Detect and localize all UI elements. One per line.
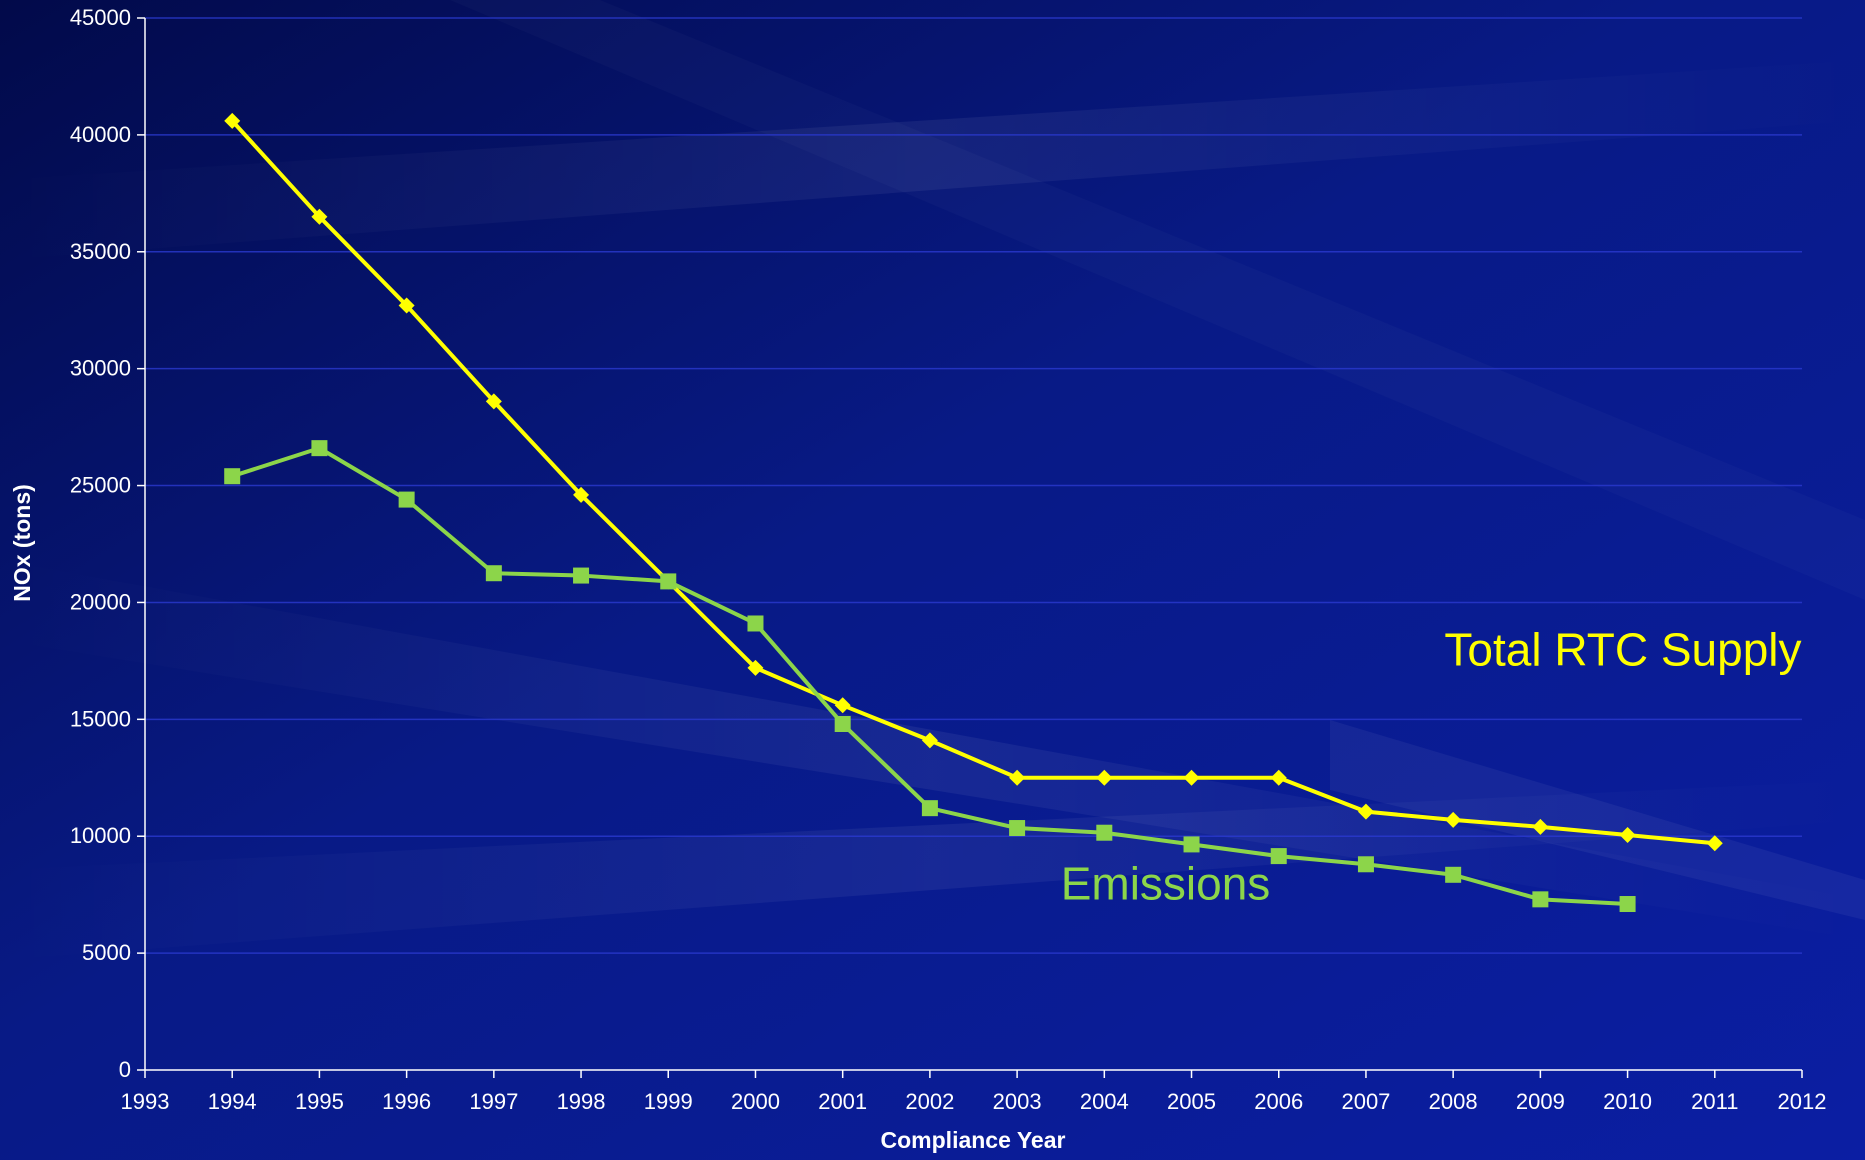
x-tick-label: 2008	[1429, 1089, 1478, 1114]
emissions-point	[747, 615, 764, 632]
total-rtc-supply-point	[1445, 811, 1462, 828]
emissions-point	[573, 567, 590, 584]
y-tick-label: 25000	[70, 473, 131, 498]
y-tick-label: 0	[119, 1057, 131, 1082]
x-tick-label: 2011	[1691, 1089, 1738, 1114]
x-tick-label: 1998	[557, 1089, 606, 1114]
y-axis-title: NOx (tons)	[9, 484, 35, 602]
x-tick-label: 2010	[1603, 1089, 1652, 1114]
x-tick-label: 1995	[295, 1089, 344, 1114]
total-rtc-supply-point	[573, 486, 590, 503]
emissions-point	[1009, 820, 1026, 837]
total-rtc-supply-point	[485, 393, 502, 410]
emissions-point	[1532, 891, 1549, 908]
grid-lines	[145, 17, 1802, 954]
y-tick-label: 15000	[70, 706, 131, 731]
annotations: Total RTC Supply Emissions	[1061, 624, 1802, 910]
total-rtc-supply-point	[1096, 769, 1113, 786]
x-tick-label: 2006	[1254, 1089, 1303, 1114]
total-rtc-supply-point	[921, 732, 938, 749]
x-tick-label: 2012	[1778, 1089, 1827, 1114]
x-tick-label: 1993	[121, 1089, 170, 1114]
axes	[137, 17, 1803, 1078]
y-tick-labels: 0 5000 10000 15000 20000 25000 30000 35000 40000…	[70, 5, 131, 1082]
x-axis-title: Compliance Year	[881, 1127, 1066, 1153]
emissions-point	[1270, 848, 1287, 865]
x-tick-label: 1997	[469, 1089, 518, 1114]
emissions-point	[1445, 866, 1462, 883]
emissions-point	[1619, 896, 1636, 913]
emissions-point	[921, 800, 938, 817]
total-rtc-supply-point	[1706, 835, 1723, 852]
x-tick-label: 1999	[644, 1089, 693, 1114]
x-tick-label: 2003	[993, 1089, 1042, 1114]
y-tick-label: 35000	[70, 239, 131, 264]
total-rtc-supply-label: Total RTC Supply	[1444, 624, 1801, 676]
y-tick-label: 20000	[70, 589, 131, 614]
y-tick-label: 5000	[82, 940, 131, 965]
total-rtc-supply-point	[1357, 803, 1374, 820]
emissions-label: Emissions	[1061, 857, 1271, 909]
x-tick-label: 2000	[731, 1089, 780, 1114]
total-rtc-supply-point	[1270, 769, 1287, 786]
series-layer	[224, 112, 1723, 913]
emissions-point	[834, 716, 851, 733]
emissions-point	[224, 468, 241, 485]
emissions-point	[660, 573, 677, 590]
total-rtc-supply-point	[1619, 827, 1636, 844]
x-tick-label: 1994	[208, 1089, 257, 1114]
emissions-point	[485, 565, 502, 582]
emissions-point	[1096, 824, 1113, 841]
x-tick-label: 2005	[1167, 1089, 1216, 1114]
x-tick-label: 2004	[1080, 1089, 1129, 1114]
total-rtc-supply-point	[834, 697, 851, 714]
total-rtc-supply-point	[398, 297, 415, 314]
x-tick-label: 2001	[818, 1089, 867, 1114]
x-tick-label: 2002	[905, 1089, 954, 1114]
total-rtc-supply-point	[1009, 769, 1026, 786]
emissions-point	[1357, 856, 1374, 873]
y-tick-label: 30000	[70, 356, 131, 381]
y-tick-label: 10000	[70, 823, 131, 848]
x-tick-label: 2007	[1341, 1089, 1390, 1114]
total-rtc-supply-point	[224, 112, 241, 129]
total-rtc-supply-point	[747, 659, 764, 676]
total-rtc-supply-line	[230, 119, 1715, 846]
total-rtc-supply-point	[1532, 818, 1549, 835]
total-rtc-supply-point	[311, 208, 328, 225]
x-tick-label: 1996	[382, 1089, 431, 1114]
y-tick-label: 40000	[70, 122, 131, 147]
emissions-point	[311, 440, 328, 457]
x-tick-label: 2009	[1516, 1089, 1565, 1114]
y-tick-label: 45000	[70, 5, 131, 30]
emissions-point	[398, 491, 415, 508]
x-tick-labels: 1993 1994 1995 1996 1997 1998 1999 2000 2001 2002…	[121, 1089, 1827, 1114]
total-rtc-supply-point	[1183, 769, 1200, 786]
emissions-point	[1183, 836, 1200, 853]
